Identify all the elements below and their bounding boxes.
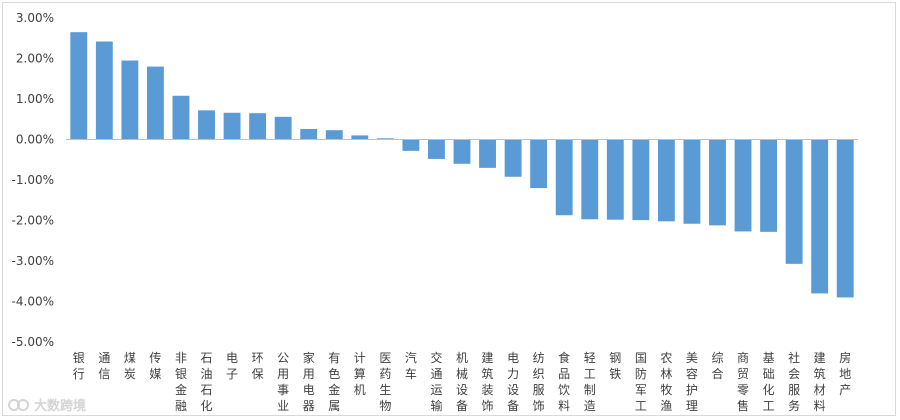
watermark: 大数跨境 (8, 395, 86, 414)
x-category-label: 轻工制造 (584, 351, 596, 413)
bar (785, 139, 803, 264)
y-tick-label: 0.00% (16, 133, 54, 147)
bar (223, 112, 241, 140)
bar (70, 32, 88, 140)
x-category-label: 汽车 (405, 350, 417, 381)
x-category-label: 计算机 (354, 351, 366, 397)
bar (811, 139, 829, 294)
y-tick-label: 1.00% (16, 92, 54, 106)
x-category-label: 农林牧渔 (660, 351, 672, 413)
x-category-label: 钢铁 (609, 351, 621, 381)
y-tick-label: -4.00% (12, 295, 54, 309)
bar (402, 139, 420, 151)
bar (632, 139, 650, 221)
x-category-label: 纺织服饰 (533, 351, 545, 413)
y-tick-label: 2.00% (16, 52, 54, 66)
x-category-label: 银行 (73, 351, 85, 381)
y-tick-label: -1.00% (12, 173, 54, 187)
x-category-label: 商贸零售 (737, 350, 749, 413)
x-category-label: 通信 (98, 351, 110, 381)
y-tick-label: -5.00% (12, 335, 54, 349)
x-category-label: 电力设备 (507, 351, 519, 413)
y-axis-ticks: 3.00% 2.00% 1.00% 0.00% -1.00% -2.00% -3.00% -4… (12, 11, 54, 349)
x-category-label: 环保 (252, 351, 264, 381)
bar (709, 139, 726, 226)
x-category-label: 食品饮料 (558, 350, 570, 413)
x-category-label: 医药生物 (379, 351, 391, 413)
y-tick-label: -2.00% (12, 214, 54, 228)
bar (530, 139, 548, 189)
x-category-label: 有色金属 (328, 351, 340, 413)
watermark-logo-icon (8, 398, 29, 411)
bar (504, 139, 522, 177)
x-category-label: 电子 (226, 351, 238, 381)
x-category-label: 公用事业 (277, 351, 289, 413)
bar (657, 139, 675, 222)
bar (683, 139, 701, 224)
bars (70, 32, 854, 298)
bar (606, 139, 624, 220)
bar (249, 113, 267, 140)
bar (274, 116, 292, 140)
bar (300, 128, 318, 140)
y-tick-label: 3.00% (16, 11, 54, 25)
x-category-label: 建筑材料 (814, 351, 826, 413)
x-category-label: 建筑装饰 (482, 351, 494, 413)
y-tick-label: -3.00% (12, 254, 54, 268)
x-category-label: 机械设备 (456, 351, 468, 413)
bar (121, 60, 139, 140)
bar (555, 139, 573, 216)
x-category-label: 房地产 (839, 350, 851, 397)
bar (760, 139, 778, 232)
x-category-label: 石油石化 (201, 351, 213, 413)
bar (836, 139, 854, 298)
x-category-label: 国防军工 (635, 351, 647, 413)
x-category-label: 基础化工 (763, 351, 775, 413)
watermark-text: 大数跨境 (34, 399, 87, 414)
bar (198, 110, 215, 140)
x-category-label: 煤炭 (124, 351, 136, 381)
bar (479, 139, 496, 168)
x-category-label: 非银金融 (175, 351, 187, 413)
x-category-label: 综合 (711, 351, 723, 381)
bar (453, 139, 471, 164)
bar (376, 138, 394, 140)
bar (172, 95, 190, 140)
bar (428, 139, 445, 159)
x-category-label: 家用电器 (303, 350, 315, 413)
x-category-label: 社会服务 (788, 350, 800, 413)
x-category-label: 美容护理 (686, 351, 698, 413)
bar (95, 41, 113, 140)
bar (146, 66, 164, 140)
x-category-label: 传媒 (149, 350, 161, 381)
bar (351, 135, 369, 140)
bar (325, 130, 343, 140)
bar (734, 139, 752, 232)
bar (581, 139, 599, 220)
x-category-label: 交通运输 (430, 350, 442, 413)
